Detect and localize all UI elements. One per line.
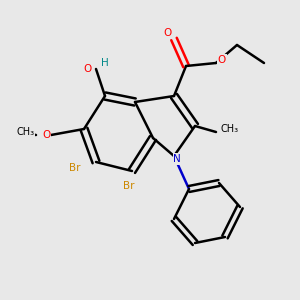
- Text: CH₃: CH₃: [16, 127, 34, 137]
- Text: O: O: [218, 55, 226, 65]
- Text: Br: Br: [69, 163, 81, 173]
- Text: H: H: [101, 58, 109, 68]
- Text: O: O: [164, 28, 172, 38]
- Text: O: O: [83, 64, 91, 74]
- Text: N: N: [173, 154, 181, 164]
- Text: Br: Br: [123, 181, 135, 191]
- Text: CH₃: CH₃: [220, 124, 238, 134]
- Text: O: O: [42, 130, 51, 140]
